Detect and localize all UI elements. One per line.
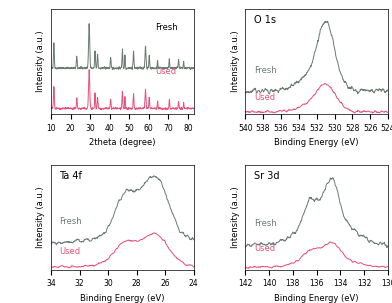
Y-axis label: Intensity (a.u.): Intensity (a.u.)	[36, 31, 45, 92]
Text: Used: Used	[60, 247, 81, 255]
Y-axis label: Intensity (a.u.): Intensity (a.u.)	[230, 186, 240, 248]
Text: Fresh: Fresh	[254, 219, 276, 228]
Y-axis label: Intensity (a.u.): Intensity (a.u.)	[36, 186, 45, 248]
Text: O 1s: O 1s	[254, 15, 276, 25]
Text: Used: Used	[254, 245, 275, 253]
X-axis label: 2theta (degree): 2theta (degree)	[89, 138, 156, 148]
X-axis label: Binding Energy (eV): Binding Energy (eV)	[274, 294, 359, 303]
Text: Sr 3d: Sr 3d	[254, 171, 279, 181]
Text: Used: Used	[254, 93, 275, 102]
Y-axis label: Intensity (a.u.): Intensity (a.u.)	[230, 31, 240, 92]
Text: Used: Used	[155, 67, 176, 76]
X-axis label: Binding Energy (eV): Binding Energy (eV)	[274, 138, 359, 148]
Text: Fresh: Fresh	[60, 217, 82, 226]
Text: Ta 4f: Ta 4f	[60, 171, 82, 181]
X-axis label: Binding Energy (eV): Binding Energy (eV)	[80, 294, 165, 303]
Text: Fresh: Fresh	[254, 66, 276, 75]
Text: Fresh: Fresh	[155, 23, 178, 32]
